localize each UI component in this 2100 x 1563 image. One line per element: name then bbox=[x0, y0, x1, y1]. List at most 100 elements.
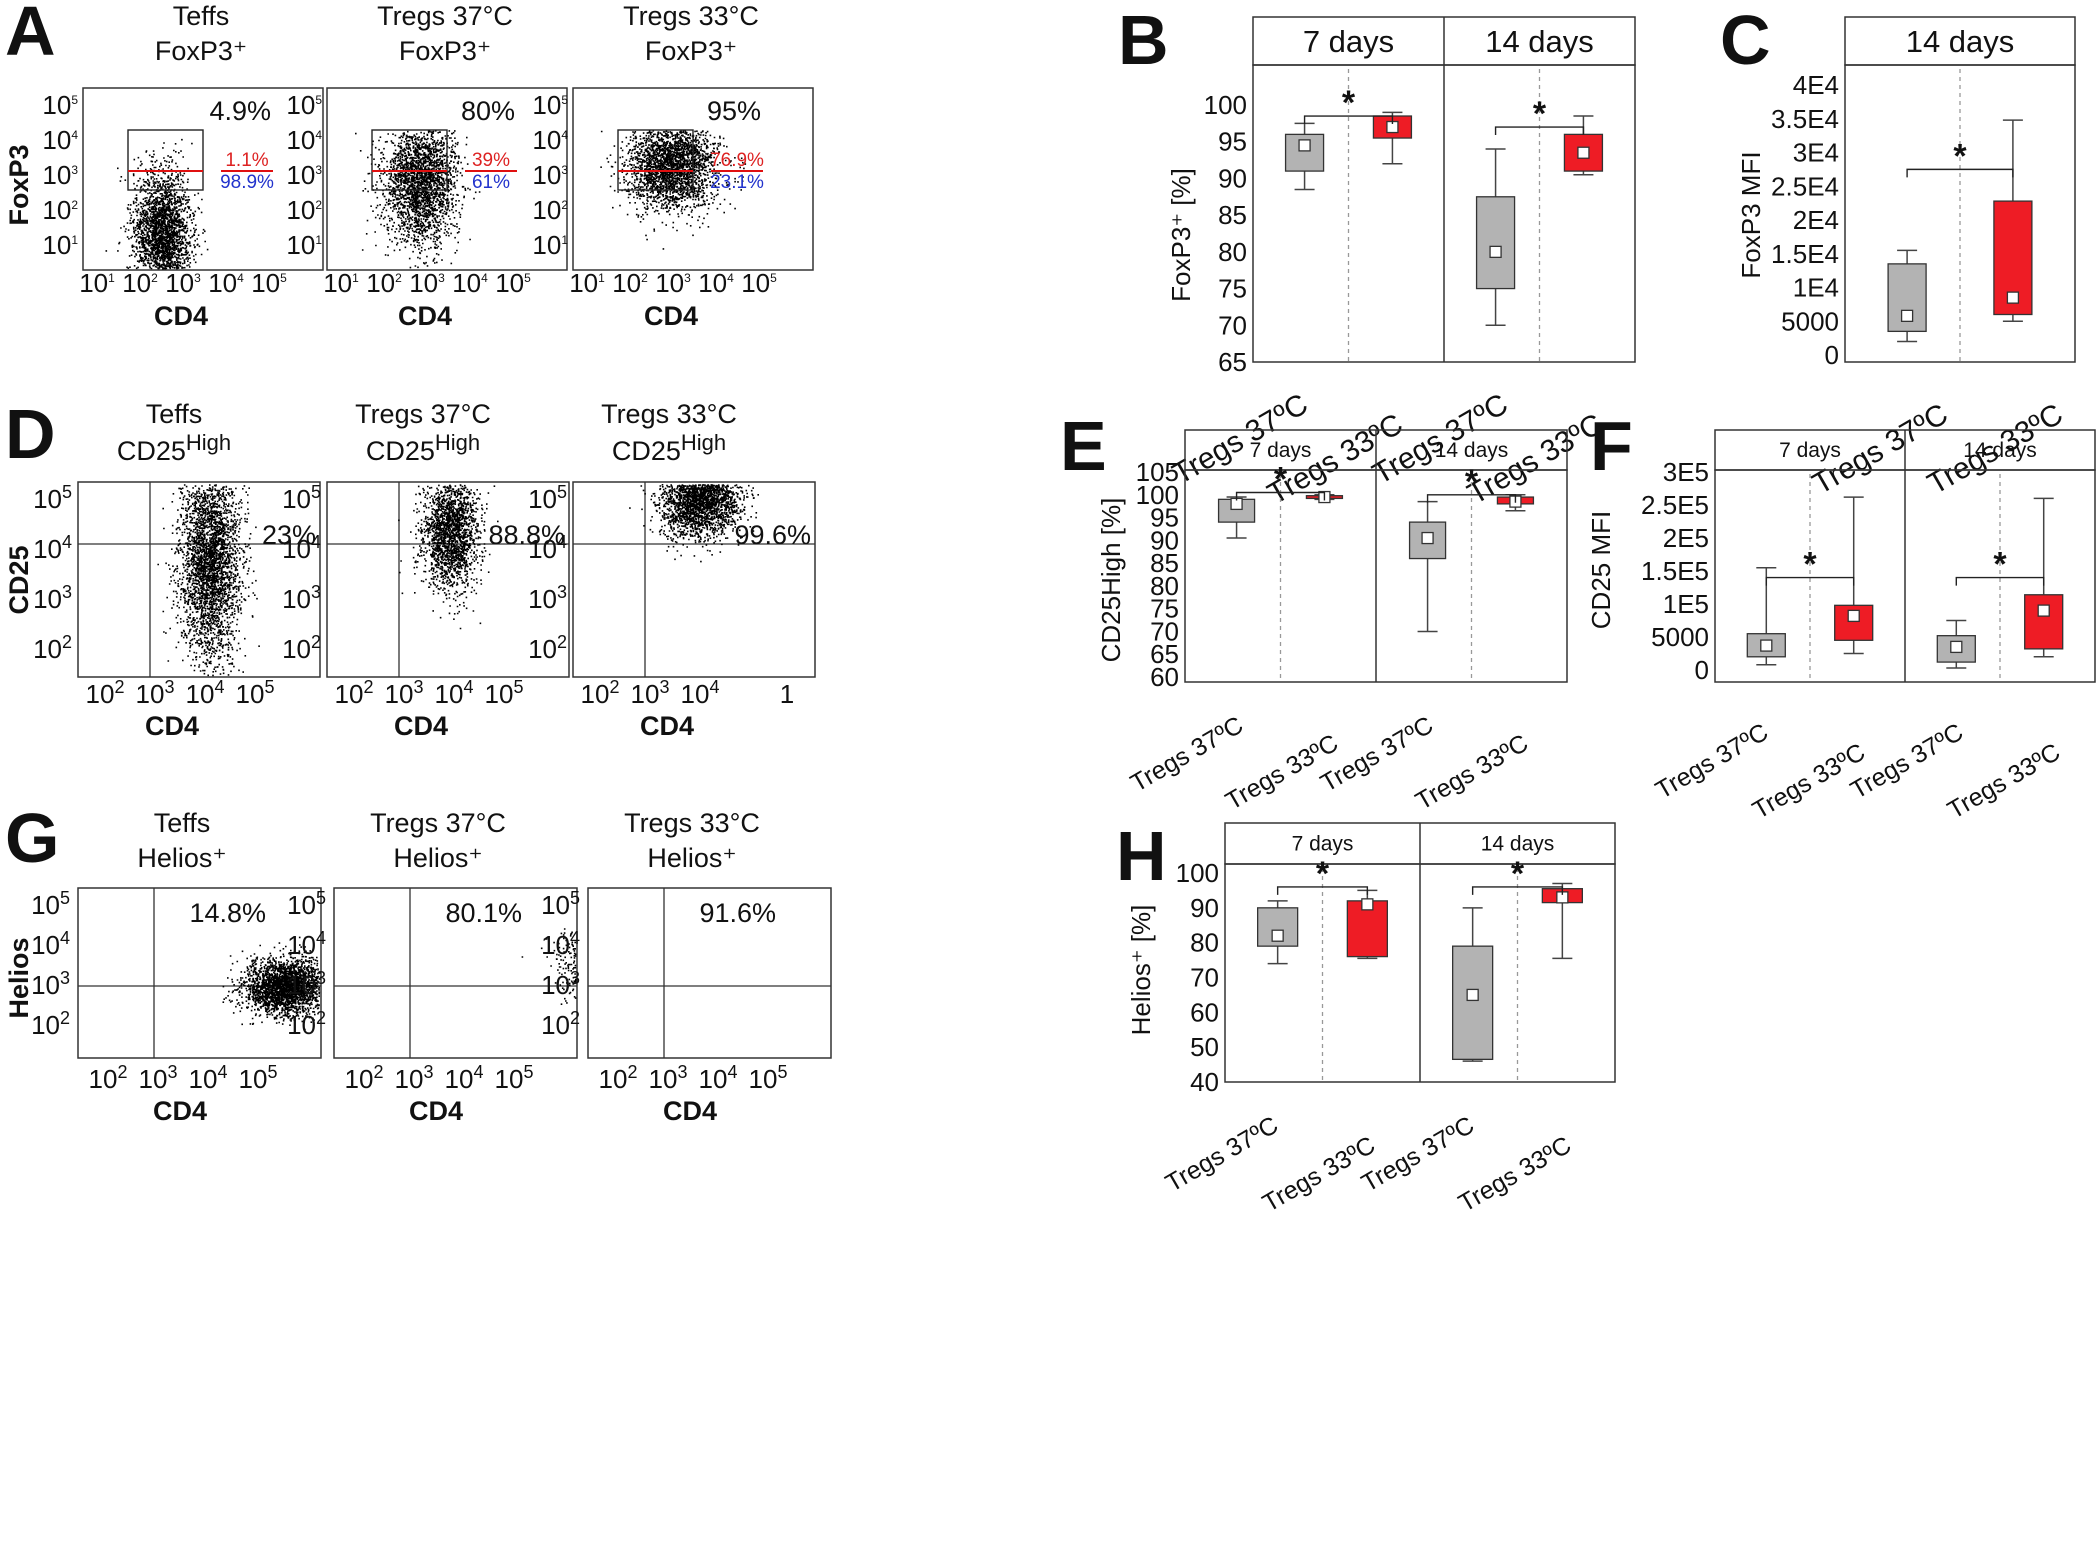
category-label: Tregs 33ºC bbox=[1943, 738, 2065, 825]
box-tregs-37 bbox=[1936, 619, 1976, 669]
y-tick-label: 2E4 bbox=[1793, 205, 1839, 235]
lower-percent: 23.1% bbox=[710, 172, 764, 193]
plot-frame bbox=[1844, 64, 2076, 363]
facet-label: 14 days bbox=[1906, 24, 2015, 59]
y-tick-label: 102 bbox=[541, 1008, 580, 1040]
y-tick-label: 100 bbox=[1204, 90, 1247, 120]
y-tick-label: 1.5E4 bbox=[1771, 239, 1839, 269]
y-axis-label: FoxP3 MFI bbox=[1736, 151, 1766, 278]
x-tick-label: 104 bbox=[698, 268, 734, 298]
gate-percent: 80% bbox=[461, 96, 515, 126]
box-tregs-37 bbox=[1475, 148, 1516, 327]
panel-g: G Teffs Helios⁺ 14.8% 105 104 103 102 102 103 104 1… bbox=[4, 799, 832, 1126]
x-tick-label: 105 bbox=[749, 1062, 788, 1094]
facet-label: 7 days bbox=[1779, 439, 1841, 462]
plot-frame bbox=[572, 481, 816, 678]
plot-title: Tregs 37°C bbox=[370, 808, 506, 838]
x-tick-label: 105 bbox=[741, 268, 777, 298]
y-tick-label: 40 bbox=[1190, 1067, 1219, 1097]
y-tick-label: 104 bbox=[287, 928, 326, 960]
y-tick-label: 103 bbox=[528, 582, 567, 614]
plot-subtitle: Helios⁺ bbox=[137, 843, 226, 873]
iqr-box bbox=[1284, 133, 1325, 172]
mean-marker bbox=[1489, 245, 1502, 259]
significance-bracket: * bbox=[1906, 137, 2014, 178]
flow-plot-a-2: Tregs 37°CFoxP3⁺80%39%61%105104103102101… bbox=[286, 1, 568, 331]
iqr-box bbox=[1475, 196, 1516, 290]
mean-marker bbox=[1847, 609, 1860, 623]
x-tick-label: 102 bbox=[89, 1062, 128, 1094]
y-tick-label: 102 bbox=[282, 632, 321, 664]
y-tick-label: 101 bbox=[532, 230, 568, 260]
y-tick-label: 70 bbox=[1150, 616, 1179, 646]
x-axis-label: CD4 bbox=[640, 711, 694, 741]
significance-bracket: * bbox=[1494, 95, 1585, 136]
y-axis-label: CD25High [%] bbox=[1096, 498, 1126, 663]
y-tick-label: 70 bbox=[1190, 963, 1219, 993]
y-tick-label: 103 bbox=[287, 968, 326, 1000]
y-tick-label: 65 bbox=[1150, 639, 1179, 669]
significance-star: * bbox=[1953, 137, 1967, 175]
events-scatter bbox=[521, 928, 577, 1005]
significance-bracket: * bbox=[1303, 84, 1394, 125]
plot-title: Teffs bbox=[146, 399, 203, 429]
x-tick-label: 105 bbox=[236, 677, 275, 709]
significance-star: * bbox=[1993, 546, 2007, 584]
category-label: Tregs 37ºC bbox=[1126, 711, 1248, 798]
x-tick-label: 102 bbox=[581, 677, 620, 709]
y-tick-label: 105 bbox=[532, 90, 568, 120]
panel-letter-f: F bbox=[1590, 407, 1633, 485]
plot-frame bbox=[77, 887, 322, 1059]
mean-marker bbox=[1950, 640, 1963, 654]
events-scatter bbox=[222, 936, 321, 1031]
x-tick-label: 103 bbox=[139, 1062, 178, 1094]
y-tick-label: 102 bbox=[528, 632, 567, 664]
bracket-line bbox=[1494, 126, 1585, 136]
quadrant-percent: 88.8% bbox=[488, 520, 565, 550]
events-scatter bbox=[157, 484, 260, 677]
iqr-box bbox=[2024, 594, 2064, 650]
facet-label: 7 days bbox=[1303, 24, 1394, 59]
x-axis-label: CD4 bbox=[153, 1096, 207, 1126]
y-axis-label: FoxP3⁺ [%] bbox=[1166, 168, 1196, 302]
box-tregs-33 bbox=[1834, 496, 1874, 655]
x-tick-label: 102 bbox=[366, 268, 402, 298]
upper-percent: 39% bbox=[472, 150, 510, 171]
panel-letter-g: G bbox=[5, 799, 59, 877]
box-tregs-33 bbox=[1346, 889, 1388, 960]
category-label: Tregs 37ºC bbox=[1161, 1111, 1283, 1198]
y-tick-label: 103 bbox=[31, 968, 70, 1000]
plot-title: Tregs 33°C bbox=[624, 808, 760, 838]
y-tick-label: 2.5E5 bbox=[1641, 490, 1709, 520]
gate-box bbox=[127, 129, 204, 191]
plot-subtitle: FoxP3⁺ bbox=[155, 36, 247, 66]
x-axis-label: CD4 bbox=[145, 711, 199, 741]
y-tick-label: 80 bbox=[1150, 571, 1179, 601]
quadrant-percent: 91.6% bbox=[699, 898, 776, 928]
y-tick-label: 105 bbox=[282, 482, 321, 514]
plot-subtitle: CD25High bbox=[366, 430, 480, 466]
facet-label: 7 days bbox=[1292, 833, 1354, 856]
flow-plot-g-3: Tregs 33°C Helios⁺ 91.6% 105 104 103 102 102 103… bbox=[541, 808, 832, 1126]
box-tregs-37 bbox=[1887, 249, 1927, 343]
mean-marker bbox=[1466, 988, 1479, 1002]
facet-label: 14 days bbox=[1435, 439, 1509, 462]
significance-bracket: * bbox=[1426, 463, 1517, 503]
box-tregs-37 bbox=[1452, 907, 1494, 1062]
y-axis-label: CD25 MFI bbox=[1586, 511, 1616, 629]
x-tick-label: 104 bbox=[452, 268, 488, 298]
y-tick-label: 3E4 bbox=[1793, 138, 1839, 168]
x-tick-label: 104 bbox=[445, 1062, 484, 1094]
flow-plot-g-2: Tregs 37°C Helios⁺ 80.1% 105 104 103 102 102 103… bbox=[287, 808, 578, 1126]
significance-star: * bbox=[1316, 855, 1330, 893]
mean-marker bbox=[1900, 309, 1914, 323]
mean-marker bbox=[1760, 639, 1773, 652]
significance-star: * bbox=[1511, 855, 1525, 893]
x-tick-label: 104 bbox=[189, 1062, 228, 1094]
y-tick-label: 105 bbox=[33, 482, 72, 514]
significance-star: * bbox=[1274, 461, 1288, 499]
mean-marker bbox=[2006, 291, 2020, 304]
